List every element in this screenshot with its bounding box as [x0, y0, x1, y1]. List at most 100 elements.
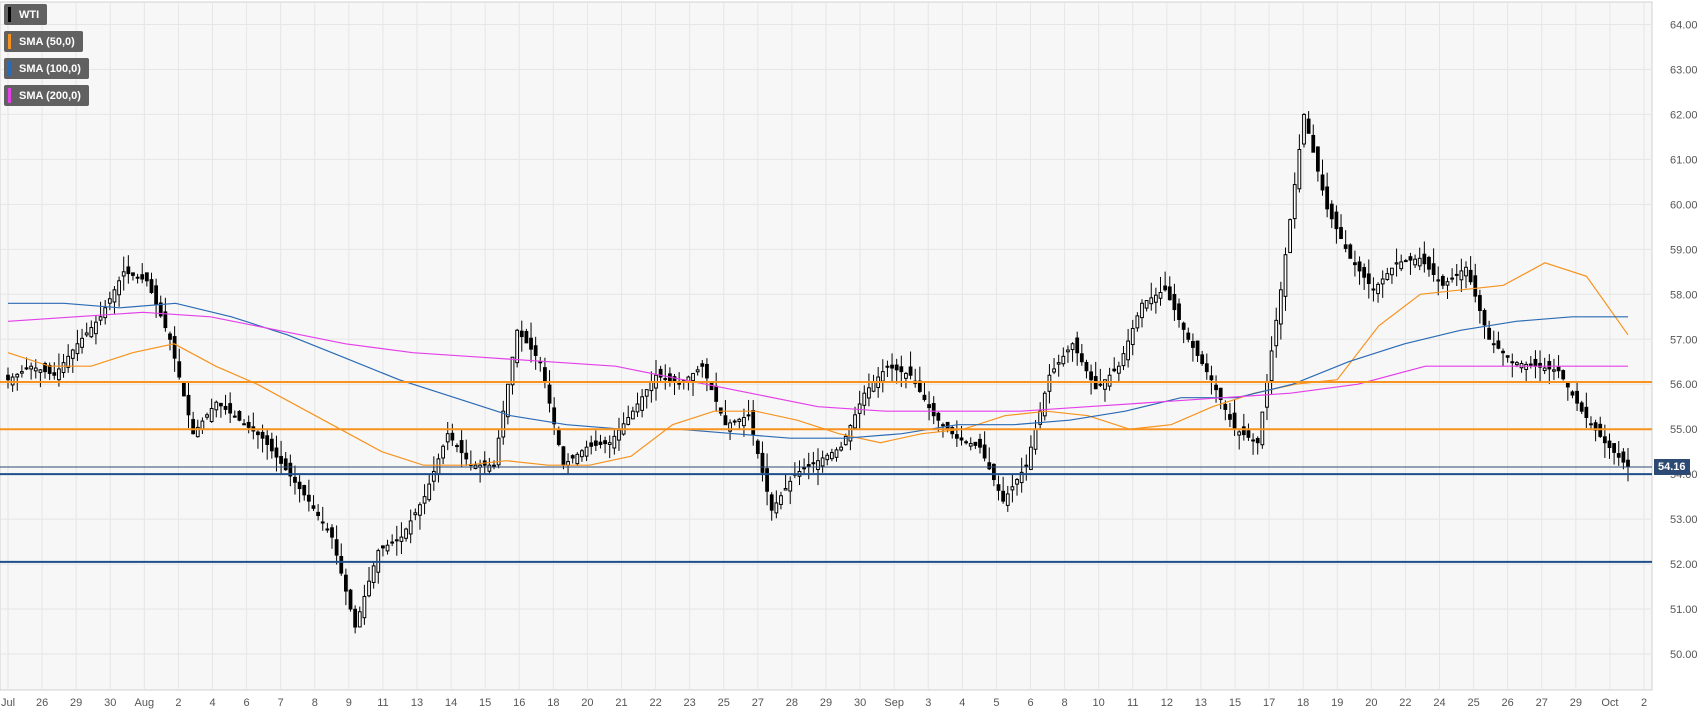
candle-body [1121, 353, 1126, 367]
candle-body [649, 381, 654, 392]
candle-body [1306, 118, 1311, 134]
candle-body [1278, 289, 1283, 325]
candle-body [1029, 446, 1033, 470]
x-tick-label: 20 [581, 697, 593, 709]
candle-body [968, 443, 973, 447]
candle-body [195, 426, 200, 438]
candle-body [964, 441, 969, 444]
candle-body [1376, 283, 1380, 295]
candle-body [390, 541, 395, 544]
candle-body [630, 410, 635, 420]
candle-body [774, 502, 779, 514]
sma100-line [8, 302, 1628, 439]
y-tick-label: 64.00 [1670, 19, 1698, 31]
x-tick-label: 29 [70, 697, 82, 709]
candle-body [1246, 430, 1251, 438]
candle-body [1362, 267, 1367, 278]
legend-label-sma50: SMA (50,0) [19, 35, 75, 48]
candle-body [181, 382, 186, 397]
sma200-line [7, 311, 1628, 412]
candle-body [811, 462, 816, 465]
candle-body [1538, 362, 1542, 368]
candle-body [357, 611, 362, 628]
candle-body [834, 449, 839, 458]
candle-body [149, 279, 154, 293]
candle-body [1380, 278, 1385, 285]
candle-body [1524, 363, 1529, 370]
candle-body [529, 337, 533, 350]
candle-body [1357, 261, 1362, 272]
candle-body [1496, 340, 1501, 349]
candle-body [427, 483, 432, 501]
candle-body [117, 280, 121, 296]
candle-body [714, 385, 719, 402]
x-tick-label: 13 [1195, 697, 1207, 709]
candle-body [464, 452, 469, 460]
candle-body [1311, 134, 1316, 153]
y-tick-label: 61.00 [1670, 154, 1698, 166]
candle-body [256, 431, 260, 436]
candle-body [1353, 262, 1357, 266]
candle-body [1195, 340, 1200, 356]
candle-body [265, 435, 270, 445]
candle-body [1010, 486, 1015, 491]
candle-body [1413, 258, 1417, 266]
y-tick-label: 53.00 [1670, 514, 1698, 526]
candle-body [904, 372, 908, 379]
candle-body [584, 446, 589, 457]
candle-body [496, 437, 501, 466]
candle-body [1075, 337, 1080, 354]
y-tick-label: 56.00 [1670, 379, 1698, 391]
candle-body [1565, 382, 1570, 388]
candle-body [617, 429, 621, 441]
x-tick-label: 11 [377, 697, 388, 709]
candle-body [996, 484, 1001, 491]
candle-body [580, 450, 584, 458]
candle-body [505, 383, 510, 418]
y-tick-label: 62.00 [1670, 109, 1698, 121]
candle-body [1153, 294, 1158, 303]
legend-item-sma100[interactable]: SMA (100,0) [4, 58, 89, 79]
candle-body [894, 364, 899, 371]
candle-body [1394, 262, 1399, 265]
candle-body [515, 329, 520, 364]
legend-item-sma200[interactable]: SMA (200,0) [4, 85, 89, 106]
candle-body [1547, 360, 1552, 370]
candle-body [1177, 303, 1181, 320]
last-price-badge: 54.16 [1654, 458, 1690, 475]
candle-body [57, 368, 61, 381]
legend-item-wti[interactable]: WTI [4, 4, 48, 25]
x-tick-label: 29 [820, 697, 832, 709]
candle-body [635, 403, 640, 413]
candle-body [658, 368, 663, 378]
candle-body [339, 556, 344, 574]
candle-body [306, 494, 311, 502]
candle-body [1552, 369, 1556, 372]
candle-body [121, 271, 126, 277]
candle-body [348, 589, 353, 610]
candle-body [1570, 391, 1575, 396]
candle-body [441, 445, 445, 459]
candle-body [450, 432, 455, 441]
candles [6, 111, 1630, 634]
candle-body [24, 367, 29, 370]
candle-body [311, 505, 316, 509]
candle-body [1158, 291, 1163, 299]
candle-body [612, 435, 617, 449]
legend-label-sma100: SMA (100,0) [19, 62, 81, 75]
candle-body [1334, 211, 1339, 230]
candle-body [84, 332, 89, 336]
candle-body [431, 470, 436, 482]
candle-body [1042, 392, 1047, 417]
candle-body [1454, 273, 1459, 276]
legend-item-sma50[interactable]: SMA (50,0) [4, 31, 83, 52]
candle-body [755, 440, 760, 454]
candle-body [991, 463, 996, 481]
candle-body [1602, 436, 1607, 444]
candle-body [228, 403, 233, 414]
legend-swatch-wti [8, 7, 11, 22]
x-tick-label: 8 [1062, 697, 1068, 709]
candle-body [1056, 362, 1061, 365]
candle-body [1163, 285, 1168, 291]
